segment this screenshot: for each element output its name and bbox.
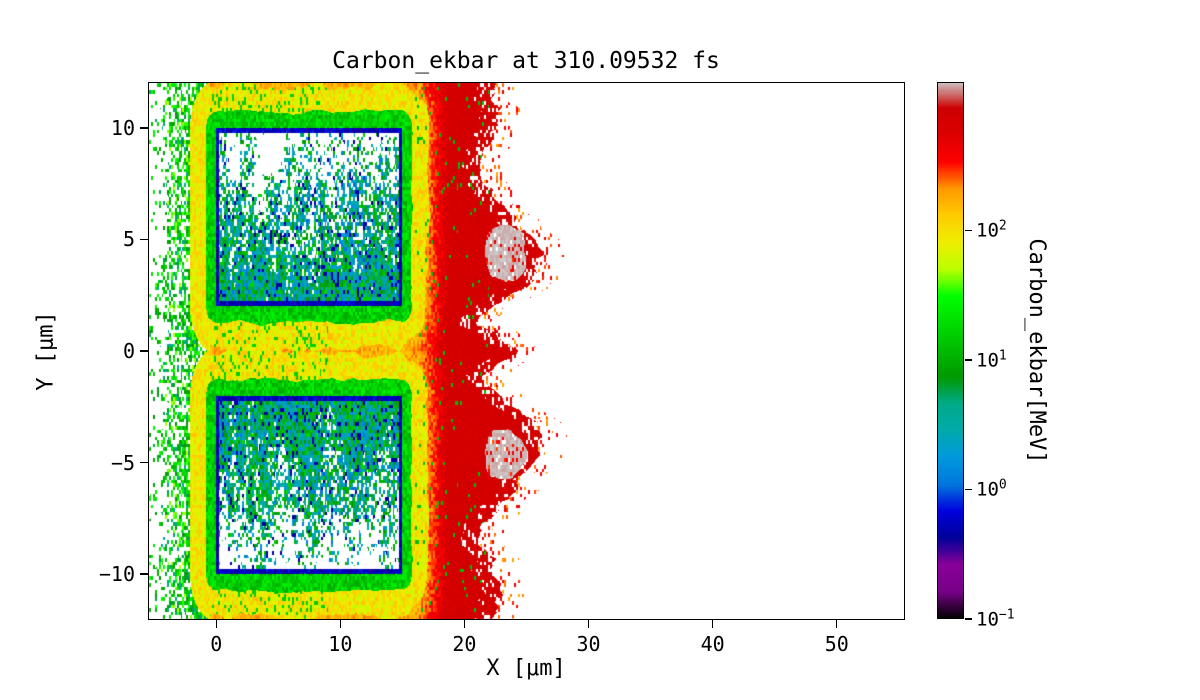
colorbar-tick-label: 102 xyxy=(976,218,1007,243)
y-tick-label: 5 xyxy=(122,227,135,252)
x-tick-label: 20 xyxy=(452,632,477,656)
y-tick-label: 0 xyxy=(122,339,135,363)
y-tick-label: −5 xyxy=(110,450,135,475)
colorbar-tick-mark xyxy=(965,488,972,491)
colorbar-tick-label: 100 xyxy=(976,477,1007,502)
x-tick-mark xyxy=(339,620,342,628)
x-tick-mark xyxy=(215,620,217,628)
y-tick-label: −10 xyxy=(98,562,135,587)
x-tick-mark xyxy=(587,620,590,628)
x-tick-label: 50 xyxy=(824,632,849,656)
colorbar-canvas xyxy=(937,82,964,619)
colorbar-tick-mark xyxy=(965,359,972,361)
y-tick-mark xyxy=(140,461,148,464)
x-tick-mark xyxy=(711,620,714,628)
heatmap-canvas xyxy=(148,82,905,620)
colorbar-label: Carbon_ekbar[MeV] xyxy=(1024,238,1049,464)
y-tick-mark xyxy=(140,127,148,129)
colorbar-tick-mark xyxy=(965,229,972,232)
x-tick-label: 10 xyxy=(328,632,353,656)
x-axis-label: X [μm] xyxy=(486,656,566,681)
x-tick-mark xyxy=(835,620,838,628)
y-axis-label: Y [μm] xyxy=(33,311,59,391)
x-tick-label: 40 xyxy=(700,632,725,656)
colorbar-tick-label: 10−1 xyxy=(976,607,1015,631)
y-tick-label: 10 xyxy=(110,115,135,140)
y-tick-mark xyxy=(140,238,148,241)
chart-title: Carbon_ekbar at 310.09532 fs xyxy=(332,48,720,74)
x-tick-label: 0 xyxy=(210,632,223,656)
colorbar-tick-label: 101 xyxy=(976,348,1007,372)
colorbar-tick-mark xyxy=(965,618,972,620)
x-tick-label: 30 xyxy=(576,632,601,656)
y-tick-mark xyxy=(140,350,148,352)
y-tick-mark xyxy=(140,573,148,575)
x-tick-mark xyxy=(463,620,466,628)
